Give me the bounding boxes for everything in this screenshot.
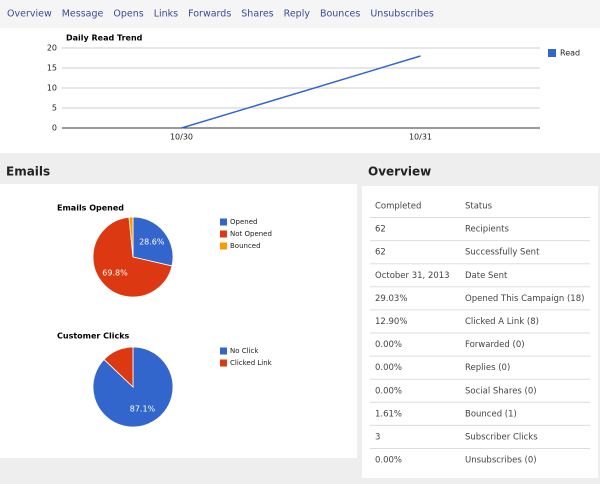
- nav-link[interactable]: Links: [154, 9, 178, 20]
- y-tick-label: 20: [47, 44, 57, 53]
- table-cell: Replies (0): [465, 363, 510, 373]
- legend-label: Opened: [230, 218, 257, 226]
- table-cell: Opened This Campaign (18): [465, 294, 584, 304]
- table-cell: 3: [375, 433, 380, 443]
- legend-label: No Click: [230, 347, 259, 355]
- table-cell: Unsubscribes (0): [465, 456, 537, 466]
- nav-link[interactable]: Overview: [7, 9, 52, 20]
- legend-swatch: [220, 218, 227, 226]
- table-cell: 1.61%: [375, 409, 402, 419]
- line: [181, 55, 421, 129]
- table-cell: 29.03%: [375, 294, 407, 304]
- legend-swatch: [220, 347, 227, 355]
- nav-link[interactable]: Opens: [113, 9, 143, 20]
- table-cell: 0.00%: [375, 386, 402, 396]
- table-cell: Completed: [375, 202, 421, 212]
- pie-slice: [92, 216, 173, 298]
- legend-label: Not Opened: [230, 230, 272, 238]
- table-cell: 0.00%: [375, 456, 402, 466]
- panel-title: Emails: [6, 165, 50, 179]
- legend-label: Bounced: [230, 242, 261, 250]
- y-tick-label: 5: [52, 104, 57, 113]
- chart-title: Customer Clicks: [57, 332, 130, 341]
- nav-link[interactable]: Forwards: [188, 9, 231, 20]
- x-tick-label: 10/30: [170, 133, 193, 142]
- nav-link[interactable]: Shares: [241, 9, 273, 20]
- table-cell: 0.00%: [375, 363, 402, 373]
- legend-label: Clicked Link: [230, 359, 273, 367]
- table-cell: Forwarded (0): [465, 340, 525, 350]
- table-cell: Date Sent: [465, 271, 508, 281]
- value-label: 69.8%: [102, 268, 128, 277]
- y-tick-label: 10: [47, 84, 57, 93]
- nav-link[interactable]: Unsubscribes: [370, 9, 434, 20]
- emails-panel: [0, 184, 357, 458]
- legend-swatch: [220, 359, 227, 367]
- panel-title: Overview: [368, 165, 431, 179]
- nav-link[interactable]: Bounces: [320, 9, 360, 20]
- trend-panel: [0, 28, 600, 153]
- nav-link[interactable]: Reply: [284, 9, 311, 20]
- table-cell: Status: [465, 202, 493, 212]
- table-cell: 0.00%: [375, 340, 402, 350]
- nav-bar: [0, 0, 600, 28]
- legend-swatch: [548, 49, 556, 57]
- pie-slice: [128, 216, 134, 258]
- pie-slice: [132, 216, 174, 267]
- nav-link[interactable]: Message: [62, 9, 104, 20]
- value-label: 28.6%: [139, 238, 165, 247]
- table-cell: 62: [375, 225, 386, 235]
- table-cell: Social Shares (0): [465, 386, 537, 396]
- legend-swatch: [220, 230, 227, 238]
- x-tick-label: 10/31: [409, 133, 432, 142]
- chart-title: Emails Opened: [57, 204, 124, 213]
- table-cell: Bounced (1): [465, 409, 517, 419]
- pie-slice: [103, 346, 134, 388]
- chart-title: Daily Read Trend: [66, 34, 143, 43]
- overview-panel: [362, 186, 598, 478]
- table-cell: 12.90%: [375, 317, 407, 327]
- table-cell: Successfully Sent: [465, 248, 540, 258]
- table-cell: Clicked A Link (8): [465, 317, 539, 327]
- y-tick-label: 0: [52, 124, 57, 133]
- y-tick-label: 15: [47, 64, 57, 73]
- value-label: 87.1%: [130, 405, 156, 414]
- table-cell: 62: [375, 248, 386, 258]
- legend-label: Read: [560, 49, 580, 58]
- legend-swatch: [220, 242, 227, 250]
- table-cell: Subscriber Clicks: [465, 433, 538, 443]
- table-cell: October 31, 2013: [375, 271, 450, 281]
- table-cell: Recipients: [465, 225, 509, 235]
